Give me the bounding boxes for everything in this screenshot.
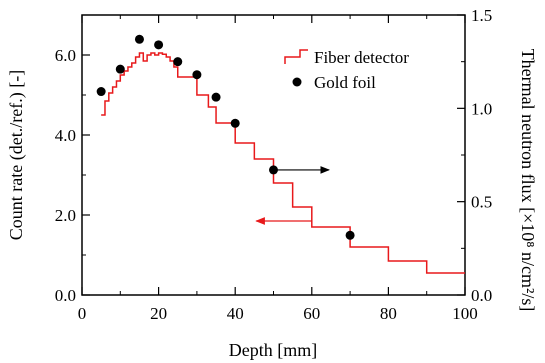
legend-gold-foil-mark [292, 77, 302, 87]
y-right-tick-label-0: 0.0 [471, 286, 492, 305]
legend-fiber-detector-label: Fiber detector [314, 48, 409, 67]
y-right-tick-label-2: 1.0 [471, 99, 492, 118]
gold-foil-point-5 [192, 70, 202, 80]
y-axis-left-title: Count rate (det./ref.) [-] [6, 70, 27, 240]
gold-foil-point-0 [96, 87, 106, 97]
gold-foil-point-7 [230, 118, 240, 128]
y-left-tick-label-0: 0.0 [55, 286, 76, 305]
gold-foil-point-9 [345, 230, 355, 240]
y-left-tick-label-2: 4.0 [55, 126, 76, 145]
y-left-tick-label-3: 6.0 [55, 46, 76, 65]
series-fiber-detector-line [101, 52, 465, 274]
gold-foil-point-1 [115, 64, 125, 74]
gold-foil-point-2 [134, 34, 144, 44]
gold-foil-point-4 [173, 57, 183, 67]
y-left-tick-label-1: 2.0 [55, 206, 76, 225]
legend-gold-foil-label: Gold foil [314, 73, 376, 92]
gold-foil-point-3 [154, 40, 164, 50]
y-right-tick-label-1: 0.5 [471, 193, 492, 212]
x-tick-label-0: 0 [78, 304, 87, 323]
legend-fiber-detector-mark [284, 49, 308, 64]
x-tick-label-3: 60 [303, 304, 320, 323]
series-layer [96, 34, 465, 274]
gold-foil-point-6 [211, 92, 221, 102]
x-tick-label-1: 20 [150, 304, 167, 323]
legend: Fiber detector Gold foil [284, 48, 409, 92]
x-tick-label-2: 40 [227, 304, 244, 323]
x-tick-label-4: 80 [380, 304, 397, 323]
y-axis-right-title: Thermal neutron flux [×10⁸ n/cm²/s] [518, 49, 538, 312]
y-right-tick-label-3: 1.5 [471, 6, 492, 25]
x-axis-title: Depth [mm] [229, 340, 317, 360]
annotations-group [255, 166, 330, 225]
x-tick-label-5: 100 [452, 304, 478, 323]
